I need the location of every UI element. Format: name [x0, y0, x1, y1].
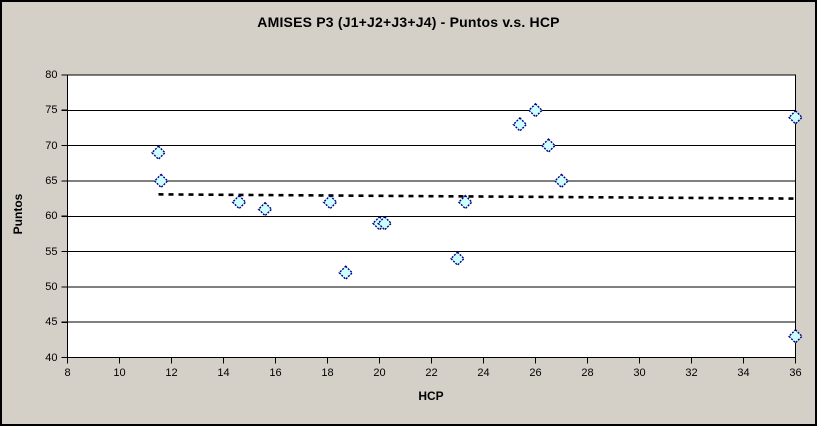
y-tick-label: 70	[45, 139, 58, 152]
data-point-marker	[338, 265, 354, 281]
x-tick-label: 24	[477, 366, 490, 379]
x-tick-label: 16	[269, 366, 282, 379]
data-point-marker	[788, 109, 803, 125]
x-tick-label: 32	[685, 366, 698, 379]
chart-title: AMISES P3 (J1+J2+J3+J4) - Puntos v.s. HC…	[257, 14, 560, 30]
data-point-marker	[153, 173, 169, 189]
y-tick-label: 50	[45, 280, 58, 293]
y-tick-label: 55	[45, 245, 58, 258]
x-tick-label: 12	[165, 366, 178, 379]
y-tick-label: 40	[45, 351, 58, 364]
data-point-marker	[457, 194, 473, 210]
y-tick-label: 75	[45, 104, 58, 117]
data-point-marker	[151, 145, 166, 161]
x-tick-label: 28	[581, 366, 594, 379]
data-point-marker	[377, 215, 393, 231]
y-tick-label: 45	[45, 316, 58, 329]
data-point-marker	[231, 194, 247, 210]
x-tick-label: 30	[633, 366, 646, 379]
data-point-marker	[322, 194, 338, 210]
x-tick-label: 14	[217, 366, 230, 379]
x-tick-label: 22	[425, 366, 438, 379]
data-point-marker	[450, 251, 465, 267]
x-tick-label: 26	[529, 366, 542, 379]
y-tick-label: 80	[45, 69, 58, 81]
data-point-marker	[257, 201, 273, 217]
trendline	[158, 193, 796, 200]
x-axis-title: HCP	[418, 389, 444, 403]
data-point-marker	[541, 138, 556, 154]
x-tick-label: 8	[64, 366, 71, 379]
data-point-marker	[528, 102, 543, 118]
x-tick-label: 10	[113, 366, 126, 379]
data-point-marker	[788, 328, 803, 344]
x-tick-label: 34	[737, 366, 750, 379]
x-tick-label: 18	[321, 366, 334, 379]
x-tick-label: 36	[789, 366, 802, 379]
data-point-marker	[554, 173, 569, 189]
y-tick-label: 60	[45, 210, 58, 223]
x-tick-label: 20	[373, 366, 386, 379]
data-point-marker	[512, 116, 528, 132]
y-tick-label: 65	[45, 174, 58, 187]
